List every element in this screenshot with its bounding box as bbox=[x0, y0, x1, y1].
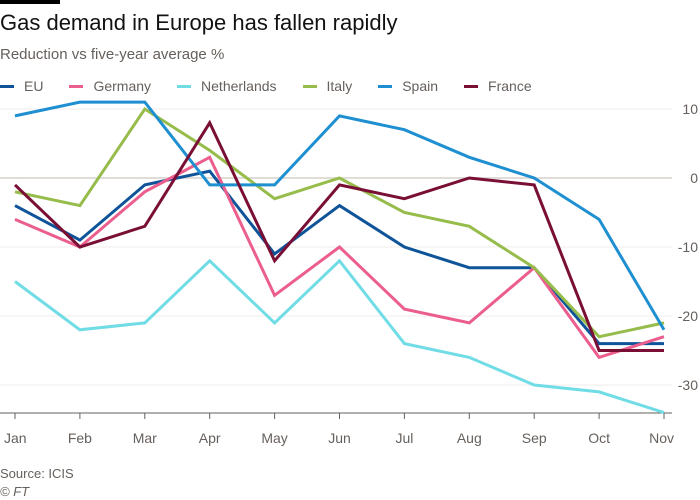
legend-swatch bbox=[302, 84, 317, 88]
x-tick-label: May bbox=[261, 430, 287, 446]
y-tick-label: -20 bbox=[678, 308, 698, 324]
legend-item: Germany bbox=[69, 78, 151, 94]
chart-title: Gas demand in Europe has fallen rapidly bbox=[0, 10, 398, 35]
y-tick-label: 0 bbox=[690, 170, 698, 186]
y-tick-label: 10 bbox=[682, 101, 698, 117]
legend-swatch bbox=[69, 84, 84, 88]
legend-item: Italy bbox=[302, 78, 353, 94]
x-tick-label: Mar bbox=[133, 430, 157, 446]
legend-label: Spain bbox=[402, 78, 439, 94]
ft-top-bar bbox=[0, 0, 60, 4]
y-tick-label: -10 bbox=[678, 239, 698, 255]
legend-label: France bbox=[488, 78, 532, 94]
ft-credit: © FT bbox=[0, 484, 30, 499]
legend-item: EU bbox=[0, 78, 43, 94]
legend-item: Spain bbox=[378, 78, 438, 94]
source-note: Source: ICIS bbox=[0, 466, 74, 481]
x-tick-label: Sep bbox=[522, 430, 547, 446]
x-tick-label: Jun bbox=[328, 430, 351, 446]
x-tick-label: Feb bbox=[68, 430, 92, 446]
legend-label: Germany bbox=[93, 78, 152, 94]
legend-item: Netherlands bbox=[177, 78, 277, 94]
legend-label: Netherlands bbox=[201, 78, 277, 94]
legend-swatch bbox=[378, 84, 393, 88]
y-tick-label: -30 bbox=[678, 377, 698, 393]
legend-swatch bbox=[464, 84, 479, 88]
x-tick-label: Apr bbox=[199, 430, 221, 446]
series-line-france bbox=[13, 119, 664, 352]
legend-label: Italy bbox=[326, 78, 353, 94]
series-line-eu bbox=[14, 169, 664, 346]
x-tick-label: Jul bbox=[395, 430, 413, 446]
series-line-germany bbox=[14, 155, 665, 360]
legend-label: EU bbox=[24, 78, 44, 94]
series-line-italy bbox=[14, 106, 665, 339]
x-tick-label: Aug bbox=[457, 430, 482, 446]
series-line-netherlands bbox=[14, 258, 665, 415]
legend: EU Germany Netherlands Italy Spain France bbox=[0, 78, 558, 94]
series-line-spain bbox=[14, 100, 666, 331]
legend-item: France bbox=[464, 78, 532, 94]
legend-swatch bbox=[177, 84, 192, 88]
x-tick-label: Oct bbox=[588, 430, 610, 446]
legend-swatch bbox=[0, 84, 14, 88]
x-tick-label: Nov bbox=[649, 430, 674, 446]
x-tick-label: Jan bbox=[4, 430, 27, 446]
chart-subtitle: Reduction vs five-year average % bbox=[0, 46, 225, 63]
